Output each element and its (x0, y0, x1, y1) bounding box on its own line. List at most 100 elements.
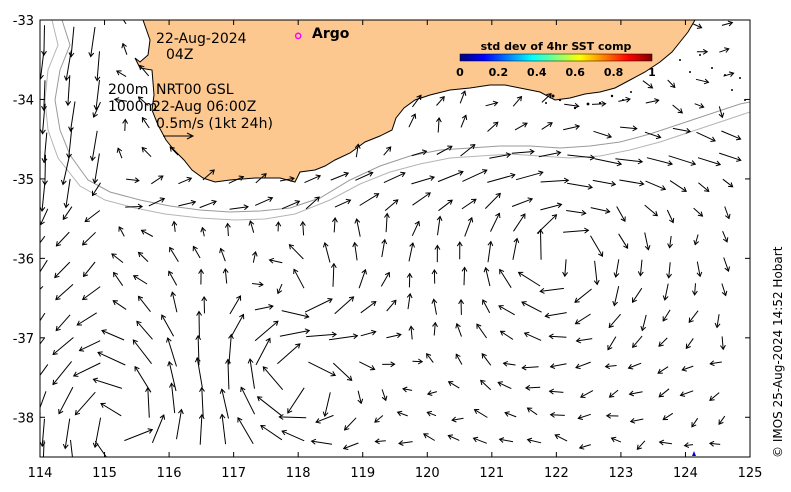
current-arrow (481, 353, 492, 366)
current-arrow (722, 231, 729, 243)
current-arrow (122, 20, 127, 25)
current-arrow (541, 92, 552, 103)
current-arrow (490, 212, 501, 232)
current-arrow (724, 206, 731, 220)
current-arrow (548, 333, 567, 340)
current-arrow (613, 259, 620, 278)
current-arrow (411, 220, 420, 237)
colorbar-ticks: 0 0.2 0.4 0.6 0.8 1 (456, 66, 656, 79)
current-arrow (721, 283, 728, 297)
isobath-200m (54, 20, 750, 213)
info-date: 22-Aug-2024 (156, 31, 247, 47)
argo-label: Argo (312, 26, 350, 42)
current-arrow (65, 75, 72, 107)
current-arrow (644, 204, 659, 217)
current-arrow (277, 343, 301, 365)
current-arrow (658, 388, 670, 398)
current-arrow (299, 220, 306, 236)
current-arrow (691, 283, 698, 296)
current-arrow (438, 199, 453, 212)
current-arrow (230, 313, 245, 338)
current-arrow (521, 301, 542, 313)
current-arrow (619, 179, 645, 187)
current-arrow (688, 310, 699, 324)
current-arrow (685, 338, 694, 350)
current-arrow (455, 353, 463, 365)
current-arrow (575, 337, 593, 344)
current-arrow (276, 283, 283, 295)
current-arrow (167, 360, 177, 392)
current-arrow (460, 114, 468, 128)
current-arrow (176, 408, 184, 440)
current-arrow (574, 288, 592, 303)
current-arrow (251, 250, 258, 263)
current-arrow (219, 413, 227, 445)
current-arrow (408, 113, 417, 128)
current-arrow (196, 310, 203, 338)
current-arrow (304, 298, 333, 313)
current-arrow (55, 284, 74, 301)
current-arrow (92, 377, 123, 389)
current-arrow (288, 244, 304, 260)
current-arrow (459, 90, 467, 104)
current-arrow (594, 158, 623, 167)
current-arrow (169, 246, 179, 262)
current-arrow (178, 176, 193, 185)
current-arrow (435, 116, 442, 133)
current-arrow (170, 291, 178, 313)
current-arrow (306, 331, 338, 338)
current-arrow (672, 127, 692, 134)
current-arrow (384, 199, 399, 211)
y-tick-label: -34 (13, 93, 34, 108)
current-arrow (610, 436, 622, 443)
credit-text: © IMOS 25-Aug-2024 14:52 Hobart (771, 246, 785, 458)
current-arrow (322, 392, 331, 418)
current-arrow (81, 286, 101, 301)
current-arrow (112, 300, 127, 310)
current-arrow (574, 313, 591, 325)
info-depth-200: 200m (108, 82, 148, 98)
current-arrow (628, 390, 643, 397)
current-arrow (485, 100, 499, 107)
current-arrow (497, 381, 512, 390)
current-arrow (118, 226, 125, 237)
current-arrow (166, 337, 177, 367)
current-arrow (54, 261, 71, 279)
current-arrow (248, 220, 255, 233)
current-arrow (254, 304, 274, 311)
current-arrow (322, 241, 331, 263)
current-arrow (116, 147, 123, 159)
current-arrow (228, 333, 234, 365)
current-arrow (607, 336, 617, 351)
current-arrow (382, 361, 396, 368)
current-arrow (694, 103, 705, 109)
current-arrow (293, 268, 305, 289)
current-arrow (359, 193, 380, 206)
current-arrow (113, 271, 124, 286)
current-arrow (514, 122, 528, 131)
colorbar-tick-label: 0.6 (565, 66, 585, 79)
current-arrow (464, 216, 474, 237)
current-arrow (426, 390, 438, 396)
current-arrow (723, 71, 735, 78)
x-tick-label: 122 (544, 466, 569, 481)
current-arrow (567, 182, 594, 190)
current-arrow (709, 360, 722, 367)
current-arrow (201, 295, 208, 314)
current-arrow (275, 221, 282, 232)
current-arrow (436, 96, 445, 106)
current-arrow (498, 437, 514, 443)
current-arrow (88, 26, 96, 58)
current-arrow (151, 175, 164, 185)
current-arrow (658, 439, 672, 446)
scale-arrow (163, 132, 195, 140)
current-arrow (308, 361, 337, 377)
current-vectors (40, 20, 742, 457)
current-arrow (540, 202, 563, 211)
current-arrow (646, 157, 674, 166)
current-arrow (499, 268, 512, 288)
current-arrow (480, 379, 492, 391)
current-arrow (562, 259, 569, 278)
current-arrow (593, 260, 600, 286)
current-arrow (343, 417, 357, 431)
